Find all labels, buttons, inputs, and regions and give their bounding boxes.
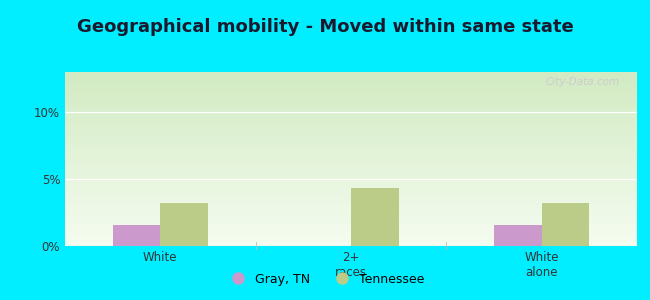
Bar (112, 225, 161, 246)
Legend: Gray, TN, Tennessee: Gray, TN, Tennessee (220, 268, 430, 291)
Text: City-Data.com: City-Data.com (546, 77, 620, 87)
Bar (351, 188, 398, 246)
Text: Geographical mobility - Moved within same state: Geographical mobility - Moved within sam… (77, 18, 573, 36)
Bar (494, 225, 541, 246)
Bar (161, 203, 208, 246)
Bar (541, 203, 590, 246)
